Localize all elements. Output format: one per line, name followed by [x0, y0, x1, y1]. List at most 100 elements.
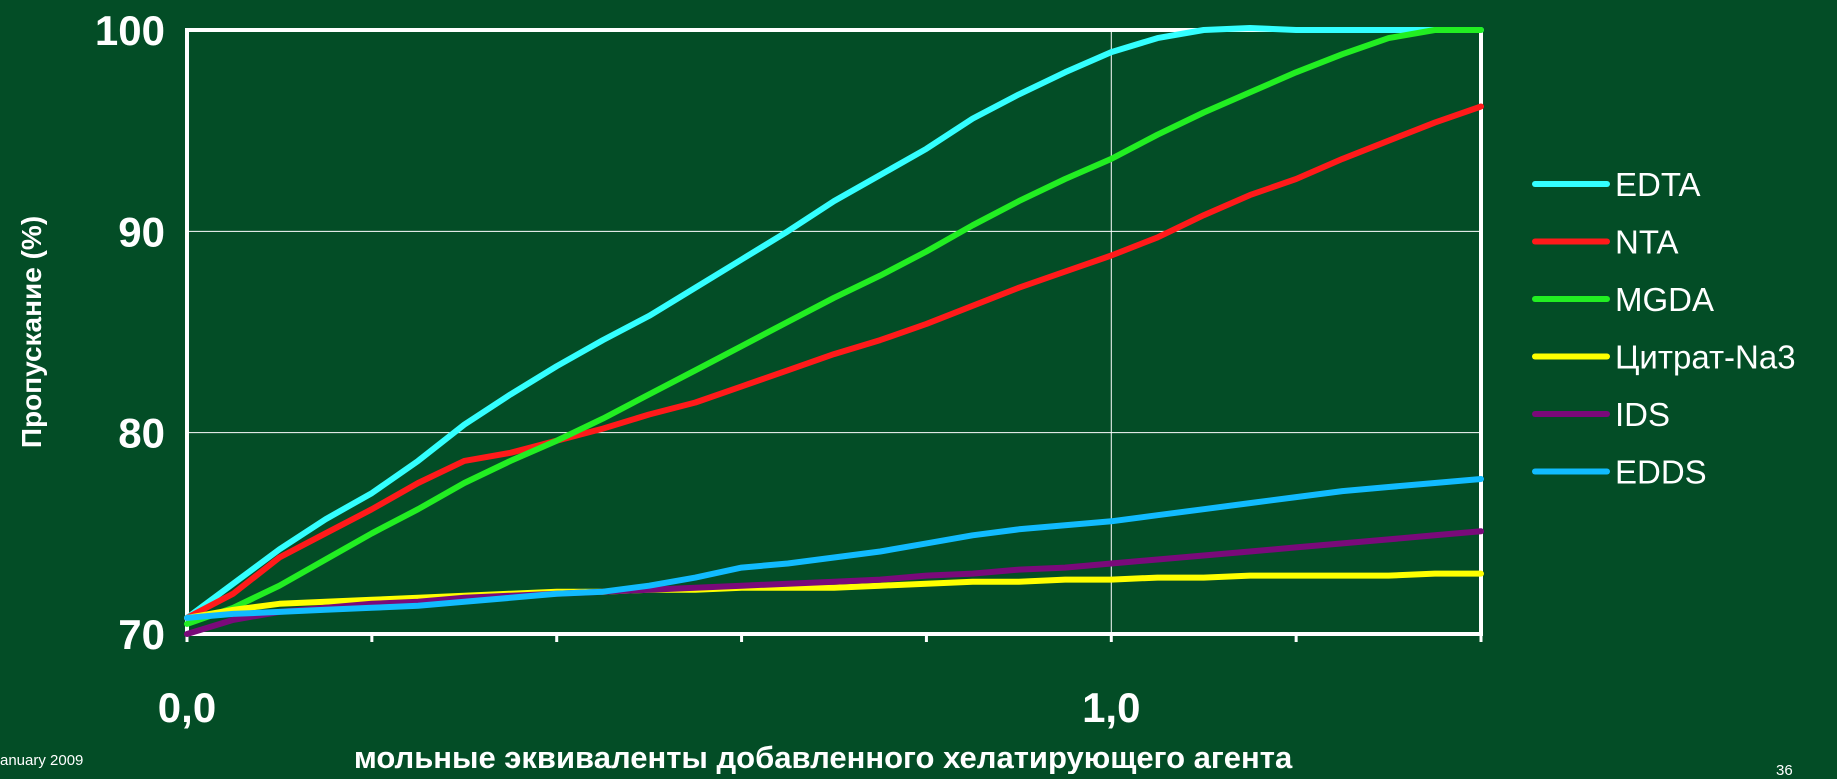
data-point [923, 248, 929, 254]
data-point [461, 422, 467, 428]
data-point [1247, 192, 1253, 198]
data-point [831, 554, 837, 560]
data-point [1478, 476, 1484, 482]
data-point [1386, 536, 1392, 542]
data-point [508, 458, 513, 464]
data-point [646, 412, 652, 418]
data-point [1155, 35, 1160, 41]
data-point [1432, 480, 1438, 486]
data-point [1247, 25, 1253, 31]
data-point [1247, 573, 1253, 579]
data-point [877, 583, 883, 589]
data-point [369, 605, 375, 611]
data-point [600, 426, 606, 432]
data-point [1062, 522, 1068, 528]
footer-date: anuary 2009 [0, 752, 84, 769]
data-point [739, 565, 745, 571]
data-point [461, 458, 467, 464]
data-point [323, 599, 329, 605]
data-point [415, 480, 421, 486]
data-point [323, 530, 329, 536]
data-point [1155, 132, 1160, 138]
data-point [692, 285, 698, 291]
data-point [1108, 518, 1114, 524]
data-point [230, 617, 236, 623]
data-point [692, 585, 698, 591]
data-point [1386, 573, 1392, 579]
data-point [692, 367, 698, 373]
y-axis-title: Пропускание (%) [16, 216, 47, 448]
data-point [970, 222, 976, 228]
data-point [692, 575, 698, 581]
data-point [1155, 234, 1160, 240]
data-point [1293, 27, 1299, 33]
plot-area-frame [185, 28, 1483, 636]
data-point [1478, 27, 1484, 33]
data-point [1432, 120, 1438, 126]
data-point [554, 438, 560, 444]
data-point [1155, 557, 1160, 563]
data-point [785, 367, 791, 373]
data-point [323, 516, 329, 522]
data-point [369, 530, 375, 536]
data-point [230, 591, 236, 597]
data-point [600, 416, 606, 422]
data-point [276, 554, 282, 560]
data-point [1108, 561, 1114, 567]
data-point [554, 363, 560, 369]
data-point [1386, 27, 1392, 33]
legend: EDTA NTA MGDA Цитрат-Na3 IDS EDDS [1532, 166, 1796, 491]
x-axis-title: мольные эквиваленты добавленного хелатир… [354, 740, 1293, 774]
data-point [1062, 269, 1068, 275]
data-point [785, 319, 791, 325]
data-point [230, 611, 236, 617]
data-point [1201, 212, 1207, 218]
data-point [1386, 138, 1392, 144]
data-point [369, 506, 375, 512]
data-point [276, 583, 282, 589]
data-point [276, 601, 282, 607]
data-point [1339, 27, 1345, 33]
data-point [923, 581, 929, 587]
data-point [1432, 532, 1438, 538]
series-line [184, 103, 1484, 621]
data-point [1293, 573, 1299, 579]
data-point [877, 577, 883, 583]
data-point [1016, 567, 1022, 573]
data-point [877, 337, 883, 343]
data-point [1478, 571, 1484, 577]
data-point [831, 198, 837, 204]
y-tick-label: 70 [118, 611, 165, 658]
data-point [923, 540, 929, 546]
data-point [646, 313, 652, 319]
data-point [1478, 528, 1484, 534]
data-point [1155, 512, 1160, 518]
data-point [739, 583, 745, 589]
data-point [184, 631, 190, 637]
legend-label: MGDA [1615, 281, 1714, 318]
data-point [1293, 544, 1299, 550]
data-point [739, 343, 745, 349]
data-point [1201, 552, 1207, 558]
data-point [1478, 104, 1484, 110]
series-layer [184, 25, 1484, 637]
data-point [785, 228, 791, 234]
data-point [1432, 27, 1438, 33]
data-point [1293, 494, 1299, 500]
data-point [1201, 110, 1207, 116]
data-point [970, 571, 976, 577]
y-tick-label: 100 [95, 7, 165, 54]
data-point [600, 589, 606, 595]
data-point [1108, 577, 1114, 583]
data-point [508, 595, 513, 601]
x-tick-label: 1,0 [1082, 684, 1140, 731]
data-point [970, 303, 976, 309]
data-point [831, 295, 837, 301]
data-point [1386, 484, 1392, 490]
data-point [1293, 176, 1299, 182]
data-point [1108, 156, 1114, 162]
x-tick-label: 0,0 [158, 684, 216, 731]
data-point [970, 579, 976, 585]
data-point [1339, 488, 1345, 494]
legend-label: Цитрат-Na3 [1615, 339, 1796, 376]
